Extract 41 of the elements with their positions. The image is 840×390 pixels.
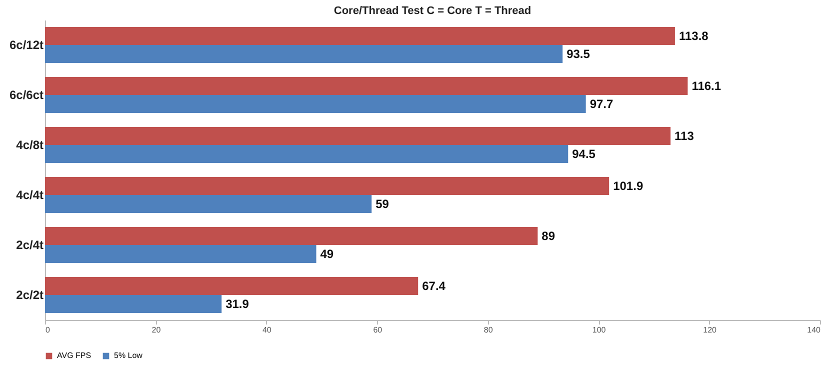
bar: [45, 27, 675, 45]
data-label: 113.8: [678, 29, 709, 43]
data-label: 89: [542, 229, 556, 243]
y-tick-label: 2c/4t: [16, 238, 44, 252]
x-tick-label: 80: [484, 326, 494, 334]
data-label: 67.4: [422, 279, 446, 293]
data-label: 97.7: [590, 97, 614, 111]
bar: [45, 177, 610, 195]
x-tick-label: 40: [262, 326, 272, 334]
legend-label: 5% Low: [114, 351, 143, 360]
data-label: 94.5: [572, 147, 596, 161]
y-tick-label: 6c/12t: [9, 38, 44, 52]
data-label: 59: [376, 197, 390, 211]
x-tick-label: 120: [703, 326, 718, 334]
bar: [45, 227, 538, 245]
bar: [45, 45, 563, 63]
bar: [45, 95, 586, 113]
data-label: 116.1: [692, 79, 722, 93]
bar: [45, 77, 688, 95]
data-label: 49: [320, 247, 334, 261]
y-tick-label: 4c/8t: [16, 138, 44, 152]
x-tick-label: 140: [807, 326, 822, 334]
chart-title: Core/Thread Test C = Core T = Thread: [334, 5, 532, 17]
bar: [45, 127, 671, 145]
legend-label: AVG FPS: [57, 351, 92, 360]
data-label: 113: [674, 129, 694, 143]
data-label: 31.9: [226, 297, 250, 311]
y-tick-label: 6c/6ct: [9, 88, 44, 102]
x-tick-label: 100: [592, 326, 606, 334]
bar: [45, 195, 372, 213]
x-tick-label: 0: [46, 326, 50, 334]
bar: [45, 245, 316, 263]
data-label: 101.9: [613, 179, 644, 193]
bar: [45, 277, 418, 295]
x-tick-label: 20: [152, 326, 162, 334]
y-tick-label: 4c/4t: [16, 188, 44, 202]
y-tick-label: 2c/2t: [16, 288, 44, 302]
data-label: 93.5: [566, 47, 590, 61]
bar: [45, 295, 222, 313]
x-tick-label: 60: [373, 326, 383, 334]
bar: [45, 145, 568, 163]
